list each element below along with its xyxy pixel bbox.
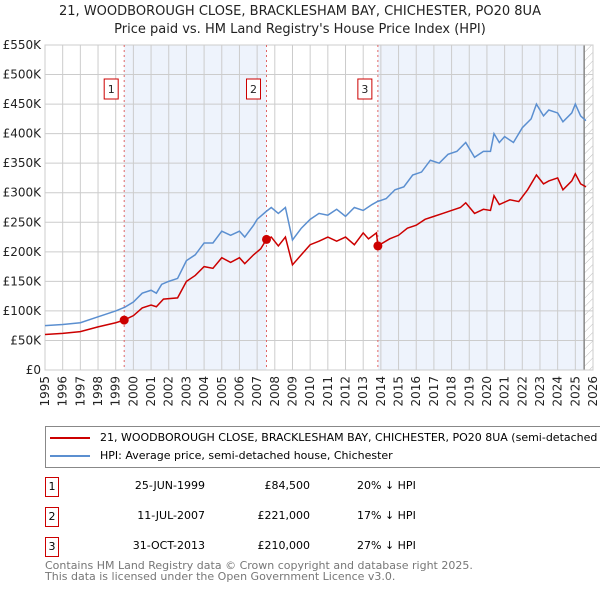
x-tick-label: 1998 — [91, 376, 105, 407]
sale-price: £221,000 — [257, 509, 311, 522]
sale-point — [261, 234, 271, 244]
chart-subtitle: Price paid vs. HM Land Registry's House … — [114, 22, 486, 37]
x-tick-label: 2004 — [197, 376, 211, 407]
x-tick-label: 2012 — [339, 376, 353, 407]
legend: 21, WOODBOROUGH CLOSE, BRACKLESHAM BAY, … — [45, 426, 600, 468]
x-tick-label: 2017 — [427, 376, 441, 407]
x-tick-label: 2020 — [480, 376, 494, 407]
series-line — [44, 102, 587, 327]
y-tick-label: £550K — [3, 38, 43, 52]
forecast-hatch — [584, 45, 593, 370]
y-tick-label: £0 — [26, 363, 41, 377]
sale-hpi-diff: 27% ↓ HPI — [357, 539, 416, 552]
x-tick-label: 2025 — [568, 376, 582, 407]
y-tick-label: £150K — [3, 274, 43, 288]
sale-date: 11-JUL-2007 — [137, 509, 205, 522]
sale-marker-box — [103, 78, 119, 100]
y-tick-label: £250K — [3, 215, 43, 229]
footer-line: Contains HM Land Registry data © Crown c… — [45, 559, 473, 572]
series-line — [44, 172, 587, 336]
sale-marker-label: 1 — [108, 83, 115, 96]
legend-item-property: 21, WOODBOROUGH CLOSE, BRACKLESHAM BAY, … — [50, 431, 600, 447]
x-tick-label: 2000 — [126, 376, 140, 407]
y-tick-label: £300K — [3, 186, 43, 200]
x-tick-label: 1999 — [109, 376, 123, 407]
price-chart: £0 £50K £100K £150K £200K £250K £300K £350K £400… — [3, 38, 600, 407]
sale-hpi-diff: 17% ↓ HPI — [357, 509, 416, 522]
x-tick-label: 2009 — [285, 376, 299, 407]
y-tick-label: £350K — [3, 156, 43, 170]
x-tick-label: 2021 — [498, 376, 512, 407]
y-tick-label: £100K — [3, 304, 43, 318]
legend-label: HPI: Average price, semi-detached house,… — [100, 449, 393, 462]
sale-point — [373, 241, 383, 251]
sale-marker-label: 2 — [250, 83, 257, 96]
legend-swatch-red — [50, 437, 90, 439]
x-tick-label: 2011 — [321, 376, 335, 407]
x-tick-label: 2002 — [162, 376, 176, 407]
y-tick-label: £200K — [3, 245, 43, 259]
y-tick-label: £450K — [3, 97, 43, 111]
chart-title: 21, WOODBOROUGH CLOSE, BRACKLESHAM BAY, … — [59, 4, 541, 19]
x-tick-label: 2016 — [409, 376, 423, 407]
sale-badge: 3 — [45, 537, 59, 557]
footer-line: This data is licensed under the Open Gov… — [45, 570, 396, 583]
x-tick-label: 2013 — [356, 376, 370, 407]
x-tick-label: 2003 — [179, 376, 193, 407]
x-tick-label: 2015 — [392, 376, 406, 407]
x-tick-label: 2022 — [515, 376, 529, 407]
legend-item-hpi: HPI: Average price, semi-detached house,… — [50, 449, 393, 465]
legend-swatch-blue — [50, 455, 90, 457]
x-tick-label: 2018 — [445, 376, 459, 407]
sale-marker-label: 3 — [361, 83, 368, 96]
sale-badge: 1 — [45, 477, 59, 497]
x-tick-label: 2019 — [462, 376, 476, 407]
x-tick-label: 2023 — [533, 376, 547, 407]
y-tick-label: £500K — [3, 68, 43, 82]
sale-price: £210,000 — [257, 539, 311, 552]
shaded-period — [124, 45, 267, 370]
x-tick-label: 2006 — [232, 376, 246, 407]
x-tick-label: 2014 — [374, 376, 388, 407]
plot-border — [44, 44, 594, 371]
x-tick-label: 1995 — [38, 376, 52, 407]
sale-date: 25-JUN-1999 — [134, 479, 205, 492]
x-tick-label: 2007 — [250, 376, 264, 407]
x-tick-label: 2026 — [586, 376, 600, 407]
sale-price: £84,500 — [264, 479, 311, 492]
sale-marker-box — [357, 78, 373, 100]
legend-label: 21, WOODBOROUGH CLOSE, BRACKLESHAM BAY, … — [100, 431, 600, 444]
y-tick-label: £50K — [10, 333, 42, 347]
x-tick-label: 2008 — [268, 376, 282, 407]
sale-marker-box — [245, 78, 261, 100]
x-tick-label: 2010 — [303, 376, 317, 407]
sale-hpi-diff: 20% ↓ HPI — [357, 479, 416, 492]
sale-badge: 2 — [45, 507, 59, 527]
shaded-period — [377, 45, 585, 370]
x-tick-label: 2005 — [215, 376, 229, 407]
footer: Contains HM Land Registry data © Crown c… — [45, 560, 473, 582]
x-tick-label: 1997 — [73, 376, 87, 407]
x-tick-label: 2024 — [551, 376, 565, 407]
x-tick-label: 1996 — [56, 376, 70, 407]
sale-date: 31-OCT-2013 — [132, 539, 205, 552]
x-tick-label: 2001 — [144, 376, 158, 407]
y-tick-label: £400K — [3, 127, 43, 141]
sale-point — [119, 315, 129, 325]
